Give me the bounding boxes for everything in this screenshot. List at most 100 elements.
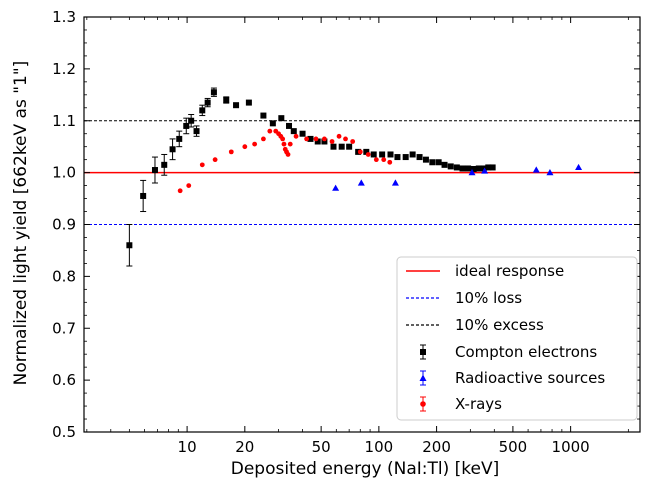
legend-swatch-radioactive [419,370,427,386]
triangle-marker [481,167,489,174]
legend: ideal response 10% loss 10% excess Compt… [396,256,638,421]
square-marker [435,159,442,166]
square-marker [314,138,321,145]
square-marker [307,135,314,142]
circle-marker [261,136,266,142]
square-marker [480,165,487,172]
square-marker [299,130,306,137]
square-marker [223,97,230,103]
circle-marker [199,162,205,168]
reference-lines [84,120,640,226]
y-tick-label: 0.8 [52,267,76,285]
square-marker [489,164,496,171]
square-marker [447,163,454,170]
circle-marker [285,152,291,157]
circle-marker [293,133,299,139]
y-tick-labels: 0.5 0.6 0.7 0.8 0.9 1.0 1.1 1.2 1.3 [52,8,76,441]
circle-marker [336,133,342,139]
legend-label-loss: 10% loss [455,289,522,307]
square-marker [321,138,328,145]
x-tick-labels: 10 20 50 100 200 500 1000 [178,438,590,456]
circle-marker [350,139,356,144]
axis-ticks [84,16,640,433]
y-tick-label: 1.0 [52,164,76,182]
square-marker [338,143,345,150]
data-markers [126,89,583,249]
square-marker [453,164,460,171]
triangle-marker [532,166,540,173]
circle-marker [280,136,286,142]
circle-marker [186,183,192,188]
square-marker [183,122,190,129]
square-marker [379,151,386,158]
circle-marker [381,157,387,163]
square-marker [330,143,337,150]
circle-marker [242,144,248,150]
square-marker [370,151,377,158]
square-marker [260,112,267,119]
square-marker [470,165,477,172]
triangle-marker [575,163,583,171]
square-marker [387,151,394,158]
triangle-marker [468,169,476,176]
circle-marker [212,157,218,163]
square-marker [151,167,158,174]
triangle-marker [546,169,554,176]
square-marker [193,128,200,135]
circle-marker [373,157,379,163]
circle-marker [357,149,363,155]
circle-marker [365,152,371,157]
x-axis-title: Deposited energy (NaI:Tl) [keV] [231,459,500,479]
y-tick-label: 0.9 [52,216,76,234]
square-marker [176,135,183,142]
square-marker [233,102,240,109]
legend-swatch-compton [420,344,426,360]
triangle-marker [332,184,340,191]
square-marker [429,159,436,166]
legend-label-compton: Compton electrons [455,343,597,361]
circle-marker [281,141,287,147]
circle-marker [329,139,335,144]
square-marker [363,148,370,155]
square-marker [416,154,423,161]
square-marker [394,154,401,161]
square-marker [161,161,168,168]
x-tick-label: 20 [235,438,254,456]
triangle-marker [357,179,365,186]
square-marker [245,99,252,106]
square-marker [169,146,176,153]
legend-label-ideal: ideal response [455,262,564,280]
y-tick-label: 1.3 [52,8,76,26]
square-marker [126,242,133,249]
square-marker [199,107,206,114]
circle-marker [287,141,293,147]
x-tick-label: 500 [499,438,528,456]
square-marker [422,156,429,163]
square-marker [409,151,416,158]
y-tick-label: 0.6 [52,371,76,389]
triangle-marker [391,179,399,186]
circle-marker [322,136,327,142]
square-marker [269,120,276,127]
x-tick-label: 100 [365,438,394,456]
square-marker [290,128,297,135]
square-marker [402,154,409,161]
circle-marker [304,136,310,142]
x-tick-label: 10 [178,438,197,456]
square-marker [346,143,353,150]
square-marker [286,122,293,129]
y-tick-label: 0.5 [52,423,76,441]
legend-label-radioactive: Radioactive sources [455,369,605,387]
circle-marker [177,188,183,194]
square-marker [140,192,147,199]
square-marker [485,164,492,171]
circle-marker [267,128,273,134]
x-tick-label: 50 [312,438,331,456]
legend-box [396,256,638,421]
y-tick-label: 0.7 [52,319,76,337]
square-marker [204,99,211,106]
circle-marker [252,141,258,147]
circle-marker [313,136,319,142]
circle-marker [387,159,393,165]
